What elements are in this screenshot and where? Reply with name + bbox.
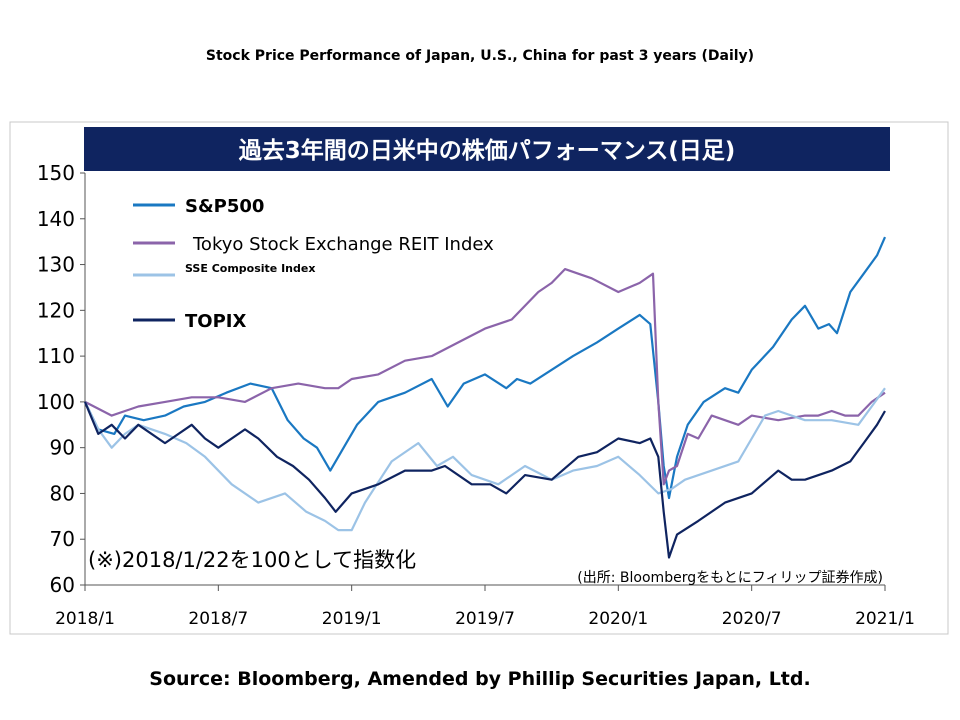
y-tick-label: 120 (37, 298, 75, 322)
axes: 60 70 80 90 100 110 120 130 140 150 2018/1 2018/7 20… (37, 161, 915, 629)
chart-title-banner (84, 127, 890, 171)
x-tick-label: 2019/7 (455, 609, 515, 629)
x-tick-label: 2019/1 (322, 609, 382, 629)
chart-title: 過去3年間の日米中の株価パフォーマンス(日足) (239, 137, 736, 164)
y-tick-label: 140 (37, 207, 75, 231)
x-tick-label: 2020/1 (588, 609, 648, 629)
x-tick-label: 2018/1 (55, 609, 115, 629)
legend-label-0: S&P500 (185, 196, 264, 217)
data-source-annotation: (出所: Bloombergをもとにフィリップ証券作成) (577, 570, 883, 586)
series-line-3 (83, 401, 886, 559)
source-note: Source: Bloomberg, Amended by Phillip Se… (149, 668, 811, 690)
page-title: Stock Price Performance of Japan, U.S., … (205, 48, 755, 64)
x-tick-label: 2018/7 (188, 609, 248, 629)
y-tick-label: 90 (50, 436, 75, 460)
x-tick-label: 2020/7 (722, 609, 782, 629)
y-tick-label: 150 (37, 161, 75, 185)
legend-label-3: TOPIX (185, 311, 246, 332)
legend: S&P500 Tokyo Stock Exchange REIT Index SSE… (133, 196, 494, 332)
series-lines (83, 236, 887, 559)
series-line-2 (84, 387, 886, 532)
legend-label-2: SSE Composite Index (185, 262, 315, 275)
series-line-1 (84, 268, 886, 486)
index-base-annotation: (※)2018/1/22を100として指数化 (88, 548, 416, 572)
y-tick-label: 100 (37, 390, 75, 414)
series-line-0 (84, 236, 887, 500)
y-tick-label: 60 (50, 573, 75, 597)
legend-label-1: Tokyo Stock Exchange REIT Index (192, 234, 494, 255)
y-tick-label: 80 (50, 481, 75, 505)
y-tick-label: 70 (50, 527, 75, 551)
y-tick-label: 110 (37, 344, 75, 368)
y-tick-label: 130 (37, 253, 75, 277)
x-tick-label: 2021/1 (855, 609, 915, 629)
